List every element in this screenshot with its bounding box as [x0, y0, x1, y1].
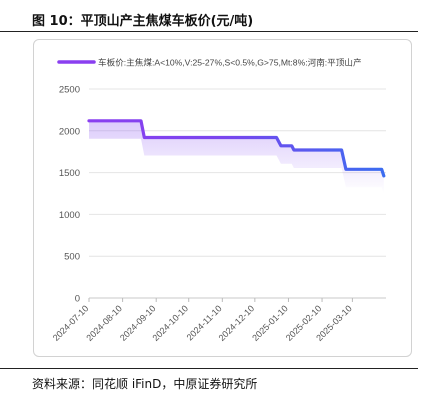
series-glow [89, 120, 384, 194]
y-tick-label: 1000 [59, 210, 80, 221]
legend: 车板价:主焦煤:A<10%,V:25-27%,S<0.5%,G>75,Mt:8%… [57, 57, 362, 68]
figure-title: 图 10：平顶山产主焦煤车板价(元/吨) [32, 14, 254, 29]
y-tick-label: 2500 [59, 85, 80, 96]
legend-label: 车板价:主焦煤:A<10%,V:25-27%,S<0.5%,G>75,Mt:8%… [98, 57, 362, 68]
bottom-rule [0, 368, 418, 369]
series-line [87, 119, 386, 178]
chart-frame: 0 500 1000 1500 2000 2500 2024-07-10 2024-08-1… [33, 39, 412, 357]
x-axis: 2024-07-102024-08-102024-09-102024-10-10… [51, 298, 354, 343]
series-layer [87, 119, 386, 194]
source-note: 资料来源：同花顺 iFinD，中原证券研究所 [32, 377, 258, 391]
line-chart: 0 500 1000 1500 2000 2500 2024-07-102024-08-1… [51, 57, 386, 343]
y-tick-label: 500 [64, 252, 80, 263]
y-axis: 0 500 1000 1500 2000 2500 [59, 85, 80, 305]
y-tick-label: 1500 [59, 168, 80, 179]
y-tick-label: 0 [75, 294, 80, 305]
y-tick-label: 2000 [59, 126, 80, 137]
top-rule [0, 31, 418, 32]
